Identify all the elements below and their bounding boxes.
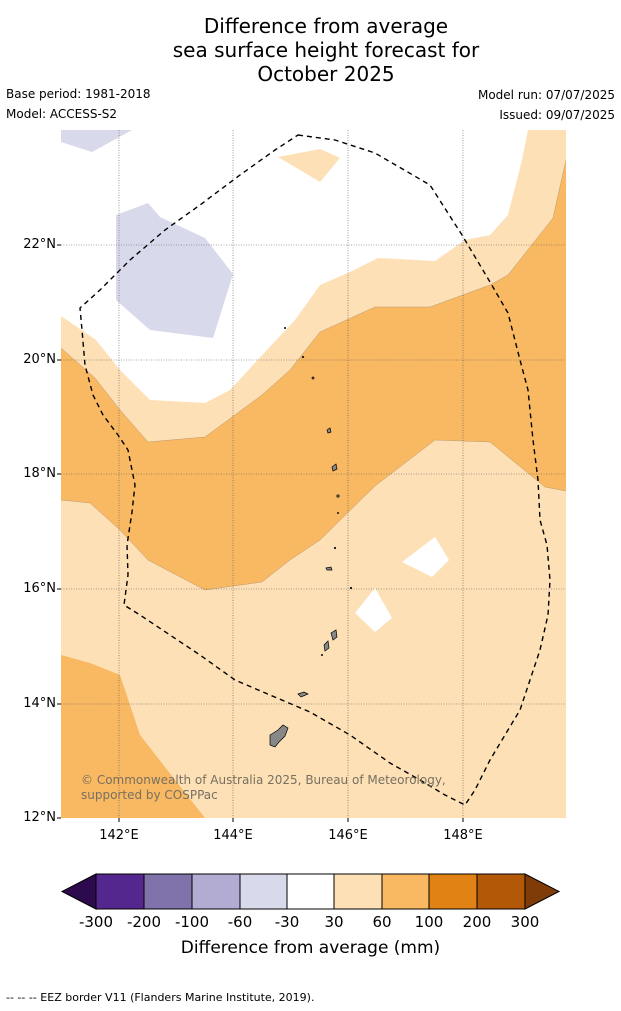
cb-tick-2: -200 <box>126 913 162 931</box>
agrihan-island <box>326 427 332 434</box>
anomaly-band-neutral <box>61 130 528 403</box>
title-line-1: Difference from average <box>203 14 449 38</box>
cb-tick-3: -100 <box>174 913 210 931</box>
islands <box>269 326 353 748</box>
lat-label-12n: 12°N <box>23 810 56 825</box>
lon-label-148e: 148°E <box>443 828 483 843</box>
title-line-3: October 2025 <box>257 62 395 86</box>
base-period: Base period: 1981-2018 <box>6 87 151 101</box>
lat-label-22n: 22°N <box>23 237 56 252</box>
lat-label-18n: 18°N <box>23 466 56 481</box>
cb-tick-1: -300 <box>78 913 114 931</box>
tinian-island <box>323 640 330 652</box>
cb-tick-7: 60 <box>372 913 392 931</box>
model-run: Model run: 07/07/2025 <box>477 88 615 102</box>
colorbar-title: Difference from average (mm) <box>180 938 441 958</box>
lon-label-146e: 146°E <box>328 828 368 843</box>
anomaly-band-60-100 <box>61 160 566 590</box>
eez-border <box>79 134 551 806</box>
colorbar-extend-high <box>524 873 561 910</box>
credit-text: © Commonwealth of Australia 2025, Bureau… <box>81 773 446 802</box>
rota-island <box>297 691 309 698</box>
lon-label-144e: 144°E <box>213 828 253 843</box>
eez-footnote: -- -- -- EEZ border V11 (Flanders Marine… <box>6 991 315 1004</box>
neutral-patch-2 <box>402 537 449 577</box>
gridlines <box>61 130 566 818</box>
chart-title: Difference from average sea surface heig… <box>0 14 621 86</box>
anomaly-band-60-100-sw <box>61 655 205 818</box>
cb-tick-8: 100 <box>414 913 444 931</box>
title-line-2: sea surface height forecast for <box>172 38 480 62</box>
anatahan-island <box>325 566 333 571</box>
model-name: Model: ACCESS-S2 <box>6 107 118 121</box>
saipan-island <box>330 629 338 641</box>
neutral-patch-3 <box>355 588 392 632</box>
negative-patch-1 <box>116 203 233 338</box>
cb-tick-9: 200 <box>462 913 492 931</box>
negative-patch-2 <box>61 130 132 152</box>
cb-tick-6: 30 <box>324 913 344 931</box>
pagan-island <box>331 463 338 472</box>
lat-label-16n: 16°N <box>23 581 56 596</box>
cb-tick-10: 300 <box>510 913 540 931</box>
colorbar-extend-low <box>60 873 97 910</box>
lat-label-20n: 20°N <box>23 352 56 367</box>
cb-tick-5: -30 <box>274 913 300 931</box>
lon-label-142e: 142°E <box>99 828 139 843</box>
copyright-credit: © Commonwealth of Australia 2025, Bureau… <box>81 773 501 803</box>
colorbar <box>60 873 561 910</box>
guam-island <box>269 724 289 748</box>
lat-label-14n: 14°N <box>23 696 56 711</box>
cb-tick-4: -60 <box>227 913 253 931</box>
map-area <box>61 130 566 818</box>
issued-date: Issued: 09/07/2025 <box>499 108 615 122</box>
neutral-patch-1 <box>278 149 340 182</box>
